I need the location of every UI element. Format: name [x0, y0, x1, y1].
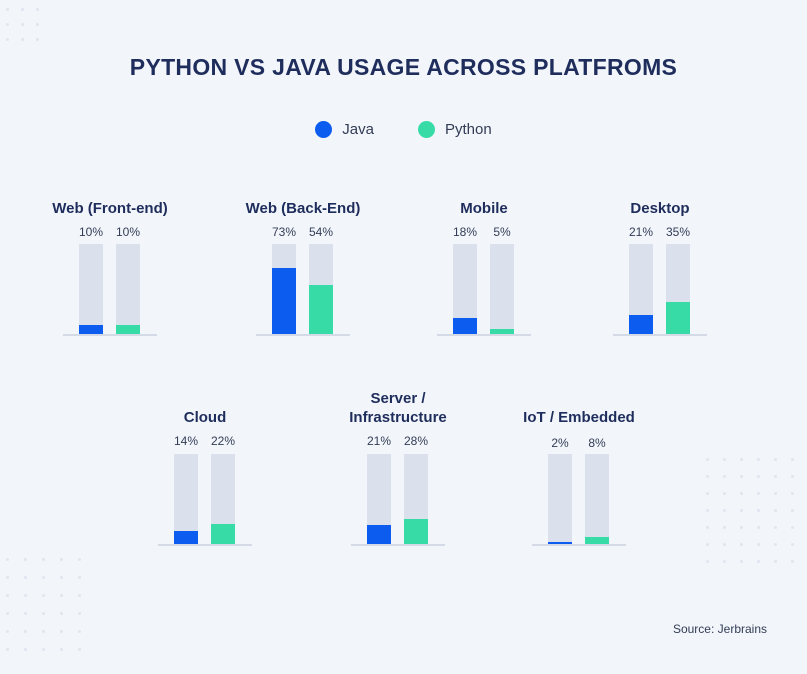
legend-label-python: Python	[444, 121, 492, 138]
bar-python	[116, 325, 140, 334]
chart-title: PYTHON VS JAVA USAGE ACROSS PLATFROMS	[129, 54, 678, 80]
data-label-java: 14%	[173, 434, 199, 448]
baseline	[351, 544, 445, 546]
decor-dots-top-left	[0, 0, 50, 50]
bar-python	[404, 519, 428, 544]
data-label-java: 10%	[78, 225, 104, 239]
category-label: Web (Front-end)	[52, 200, 168, 217]
bar-python	[309, 285, 333, 334]
data-label-python: 8%	[588, 436, 606, 450]
bar-track	[548, 454, 572, 544]
bar-python	[585, 537, 609, 544]
bar-track	[404, 454, 428, 544]
data-label-python: 5%	[493, 225, 511, 239]
data-label-python: 35%	[665, 225, 691, 239]
bar-track	[453, 244, 477, 334]
bar-track	[272, 244, 296, 334]
category-label: IoT / Embedded	[523, 409, 635, 426]
bar-track	[490, 244, 514, 334]
legend-swatch-python	[417, 121, 435, 138]
data-label-python: 22%	[210, 434, 236, 448]
bar-python	[490, 329, 514, 334]
bar-java	[174, 531, 198, 544]
bar-java	[629, 315, 653, 334]
bar-track	[309, 244, 333, 334]
legend-item-python: Python	[417, 121, 492, 138]
category-label: Server / Infrastructure	[349, 390, 447, 426]
baseline	[437, 334, 531, 336]
data-label-java: 2%	[551, 436, 569, 450]
bar-python	[666, 302, 690, 334]
baseline	[613, 334, 707, 336]
bar-java	[272, 268, 296, 334]
category-label: Web (Back-End)	[245, 200, 361, 217]
bar-java	[367, 525, 391, 544]
data-label-python: 54%	[308, 225, 334, 239]
data-label-java: 73%	[271, 225, 297, 239]
baseline	[63, 334, 157, 336]
bar-track	[174, 454, 198, 544]
baseline	[532, 544, 626, 546]
baseline	[158, 544, 252, 546]
category-label: Cloud	[183, 409, 227, 426]
category-label: Desktop	[630, 200, 690, 217]
bar-track	[79, 244, 103, 334]
bar-java	[79, 325, 103, 334]
baseline	[256, 334, 350, 336]
decor-dots-bottom-left	[0, 550, 100, 674]
bar-track	[116, 244, 140, 334]
bar-track	[585, 454, 609, 544]
source-note: Source: Jerbrains	[672, 622, 767, 636]
data-label-python: 10%	[115, 225, 141, 239]
legend-swatch-java	[315, 121, 333, 138]
category-label: Mobile	[460, 200, 508, 217]
data-label-java: 18%	[452, 225, 478, 239]
bar-track	[629, 244, 653, 334]
bar-track	[666, 244, 690, 334]
bar-track	[367, 454, 391, 544]
legend-item-java: Java	[315, 121, 374, 138]
bar-track	[211, 454, 235, 544]
bar-java	[453, 318, 477, 334]
bar-java	[548, 542, 572, 544]
data-label-java: 21%	[366, 434, 392, 448]
bar-python	[211, 524, 235, 544]
data-label-python: 28%	[403, 434, 429, 448]
legend: Java Python	[0, 121, 807, 138]
decor-dots-bottom-right	[700, 450, 807, 580]
legend-label-java: Java	[342, 121, 374, 138]
data-label-java: 21%	[628, 225, 654, 239]
